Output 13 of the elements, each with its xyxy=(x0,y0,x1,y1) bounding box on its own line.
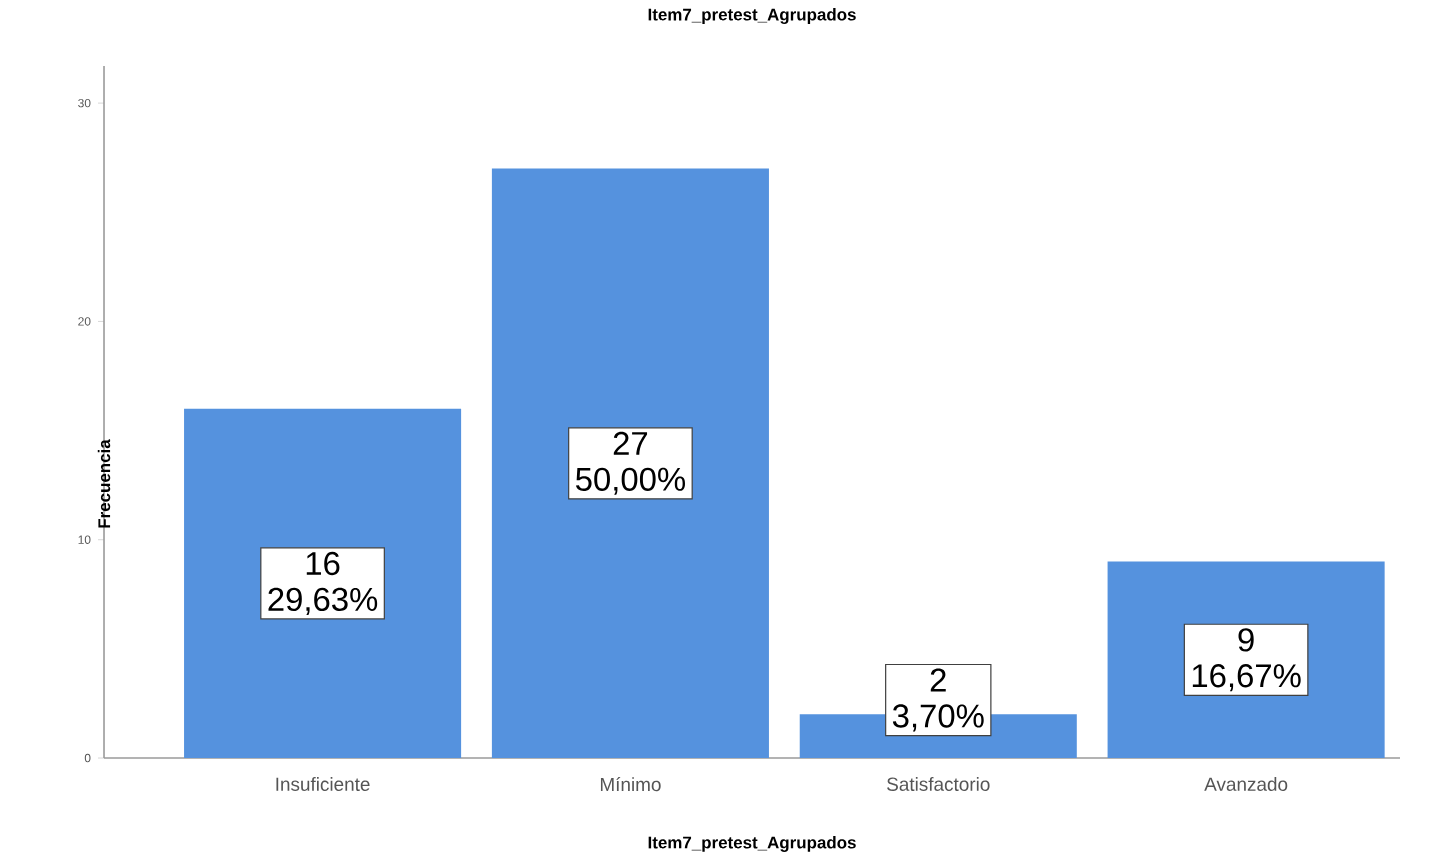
bar xyxy=(184,408,462,759)
x-tick-label: Insuficiente xyxy=(276,777,370,791)
chart-title: Item7_pretest_Agrupados xyxy=(648,8,856,24)
data-label: 27 50,00% xyxy=(575,431,685,495)
y-axis-title: Frecuencia xyxy=(97,439,111,528)
data-label: 2 3,70% xyxy=(892,668,984,732)
data-label: 16 29,63% xyxy=(268,551,378,615)
x-tick-label: Mínimo xyxy=(600,777,661,792)
x-tick-label: Satisfactorio xyxy=(887,777,990,791)
data-label: 9 16,67% xyxy=(1192,628,1301,692)
x-tick-label: Avanzado xyxy=(1204,777,1288,791)
x-axis-title: Item7_pretest_Agrupados xyxy=(648,836,856,852)
bar xyxy=(491,168,769,759)
